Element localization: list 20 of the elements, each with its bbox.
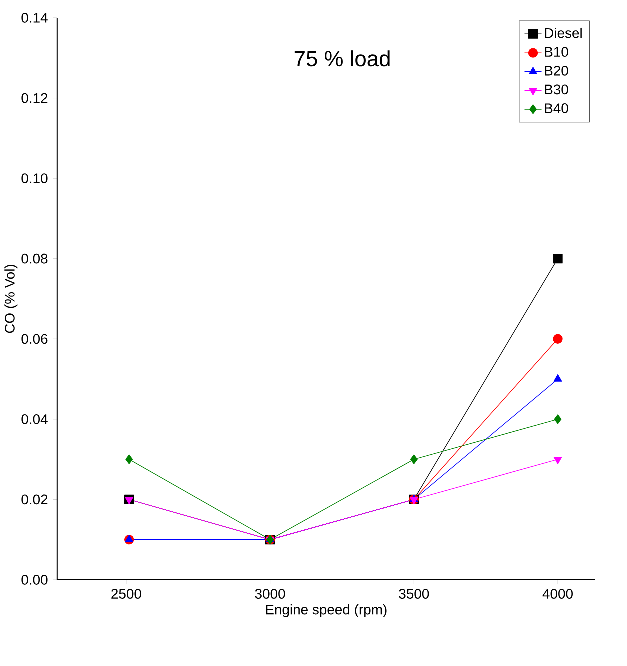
legend-label: B30	[545, 84, 568, 95]
y-tick-label: 0.10	[22, 174, 48, 184]
x-tick-label: 3000	[255, 589, 286, 599]
x-tick-label: 4000	[542, 589, 573, 599]
y-tick-label: 0.08	[22, 254, 48, 264]
y-tick-label: 0.06	[22, 334, 48, 344]
text: 75 % load	[294, 50, 390, 67]
y-tick-label: 0.00	[22, 575, 48, 585]
legend-label: B40	[545, 104, 568, 114]
legend-label: B20	[545, 66, 568, 76]
y-tick-label: 0.14	[22, 13, 48, 23]
y-tick-label: 0.02	[22, 494, 48, 505]
x-tick-label: 3500	[398, 589, 429, 599]
y-tick-label: 0.12	[22, 93, 48, 104]
legend-label: B10	[545, 47, 568, 58]
y-axis-title: CO (% Vol)	[4, 264, 18, 334]
x-tick-label: 2500	[111, 589, 142, 599]
x-axis-title: Engine speed (rpm)	[266, 604, 387, 618]
legend-label: Diesel	[545, 28, 582, 38]
y-tick-label: 0.04	[22, 414, 48, 424]
